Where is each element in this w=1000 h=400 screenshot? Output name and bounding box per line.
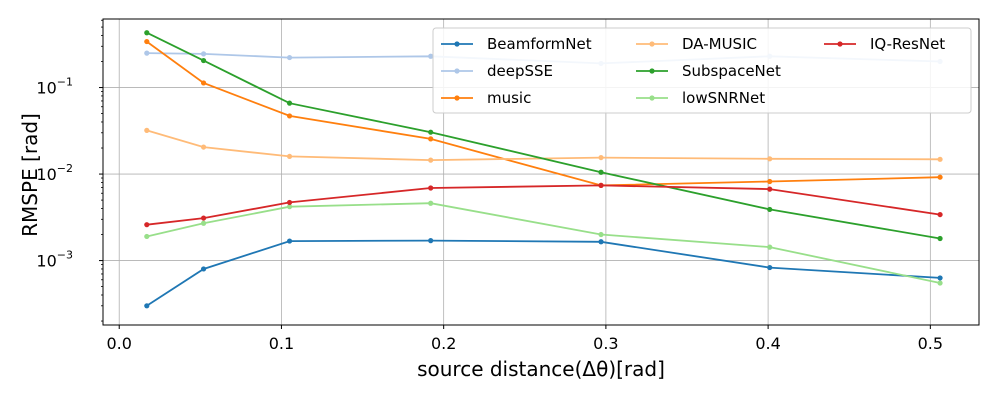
data-point bbox=[200, 266, 207, 272]
legend-label: deepSSE bbox=[487, 62, 553, 80]
data-point bbox=[286, 54, 293, 61]
series-SubspaceNet bbox=[144, 30, 943, 242]
data-point bbox=[428, 157, 434, 163]
data-point bbox=[428, 129, 434, 135]
data-point bbox=[144, 50, 150, 56]
series-line bbox=[146, 239, 941, 307]
data-point bbox=[144, 233, 150, 240]
data-point bbox=[286, 153, 293, 160]
legend-marker bbox=[454, 68, 460, 74]
legend-label: music bbox=[487, 89, 531, 107]
legend-marker bbox=[454, 41, 460, 47]
data-point bbox=[937, 156, 943, 162]
series-lowSNRNet bbox=[144, 200, 943, 286]
data-point bbox=[200, 220, 207, 226]
legend-label: IQ-ResNet bbox=[870, 35, 945, 53]
data-point bbox=[286, 204, 293, 210]
legend-item: music bbox=[441, 89, 531, 107]
legend-marker bbox=[649, 41, 655, 47]
data-point bbox=[598, 231, 604, 238]
data-point bbox=[428, 200, 434, 206]
data-point bbox=[598, 239, 604, 245]
data-point bbox=[200, 57, 207, 64]
data-point bbox=[767, 186, 773, 192]
series-BeamformNet bbox=[144, 238, 943, 309]
legend-item: IQ-ResNet bbox=[824, 35, 945, 53]
data-point bbox=[937, 275, 943, 281]
legend-item: SubspaceNet bbox=[636, 62, 781, 80]
data-point bbox=[767, 178, 773, 185]
legend-marker bbox=[837, 41, 843, 47]
data-point bbox=[428, 185, 434, 191]
data-point bbox=[598, 154, 604, 161]
x-tick-label: 0.1 bbox=[269, 334, 294, 353]
series-music bbox=[144, 38, 943, 188]
data-point bbox=[937, 235, 943, 242]
x-tick-label: 0.0 bbox=[106, 334, 131, 353]
x-tick-label: 0.2 bbox=[431, 334, 456, 353]
legend-marker bbox=[454, 95, 460, 101]
data-point bbox=[286, 199, 293, 206]
legend-marker bbox=[649, 95, 655, 101]
series-layer bbox=[144, 30, 943, 309]
data-point bbox=[767, 264, 773, 271]
y-tick-exponent: −1 bbox=[57, 76, 73, 89]
legend-label: lowSNRNet bbox=[682, 89, 765, 107]
plot-frame bbox=[102, 18, 980, 326]
x-tick-label: 0.3 bbox=[593, 334, 618, 353]
y-axis-label: RMSPE [rad] bbox=[18, 113, 42, 237]
data-point bbox=[598, 182, 604, 188]
data-point bbox=[598, 169, 604, 175]
data-point bbox=[428, 238, 434, 244]
data-point bbox=[200, 144, 207, 150]
data-point bbox=[286, 238, 293, 244]
x-tick-label: 0.4 bbox=[755, 334, 780, 353]
data-point bbox=[200, 215, 207, 221]
data-point bbox=[767, 244, 773, 250]
legend-label: DA-MUSIC bbox=[682, 35, 757, 53]
data-point bbox=[144, 30, 150, 36]
data-point bbox=[428, 136, 434, 142]
data-point bbox=[144, 38, 150, 45]
legend: BeamformNet deepSSE music DA-MUSIC SubspaceN… bbox=[432, 27, 972, 114]
x-axis-label: source distance(Δθ)[rad] bbox=[417, 357, 665, 381]
data-point bbox=[286, 113, 293, 119]
data-point bbox=[144, 303, 150, 309]
legend-item: DA-MUSIC bbox=[636, 35, 757, 53]
legend-item: BeamformNet bbox=[441, 35, 592, 53]
data-point bbox=[428, 53, 434, 59]
series-line bbox=[146, 129, 941, 162]
y-axis-ticks: 10−310−210−1 bbox=[36, 19, 103, 322]
data-point bbox=[767, 156, 773, 162]
data-point bbox=[937, 211, 943, 218]
y-tick-label: 10−3 bbox=[36, 249, 73, 271]
data-point bbox=[200, 51, 207, 57]
data-point bbox=[767, 206, 773, 213]
series-DA-MUSIC bbox=[144, 127, 943, 163]
legend-label: BeamformNet bbox=[487, 35, 592, 53]
legend-marker bbox=[649, 68, 655, 74]
data-point bbox=[937, 174, 943, 180]
y-tick-exponent: −3 bbox=[57, 249, 73, 262]
y-tick-exponent: −2 bbox=[57, 162, 73, 175]
data-point bbox=[937, 280, 943, 286]
x-tick-label: 0.5 bbox=[918, 334, 943, 353]
series-IQ-ResNet bbox=[144, 182, 943, 228]
data-point bbox=[144, 222, 150, 228]
data-point bbox=[144, 127, 150, 133]
legend-label: SubspaceNet bbox=[682, 62, 781, 80]
data-point bbox=[286, 100, 293, 106]
y-tick-label: 10−1 bbox=[36, 76, 73, 98]
data-point bbox=[200, 80, 207, 86]
legend-item: lowSNRNet bbox=[636, 89, 765, 107]
x-axis-ticks: 0.0 0.1 0.2 0.3 0.4 0.5 bbox=[106, 325, 943, 353]
legend-item: deepSSE bbox=[441, 62, 553, 80]
legend-box bbox=[432, 27, 972, 114]
